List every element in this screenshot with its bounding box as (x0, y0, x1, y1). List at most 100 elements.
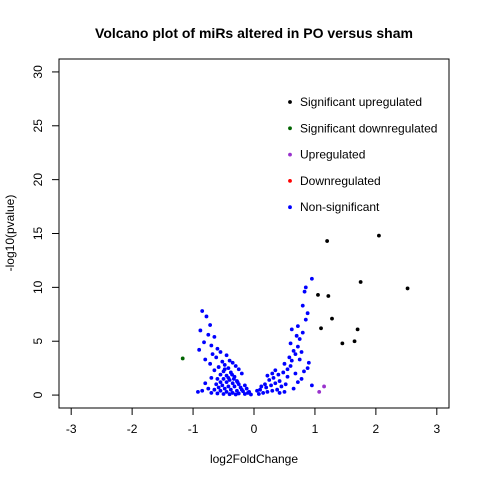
data-point (206, 332, 211, 337)
legend: Significant upregulated Significant downr… (288, 95, 437, 214)
y-tick-label: 30 (31, 65, 45, 79)
data-point (288, 364, 293, 368)
data-point (309, 383, 314, 388)
data-point (258, 387, 262, 392)
data-point (291, 349, 296, 353)
data-point (212, 368, 217, 373)
data-point (293, 371, 298, 376)
data-point (319, 326, 323, 331)
data-point (216, 385, 221, 390)
x-tick-label: 3 (433, 422, 440, 436)
data-point (226, 375, 231, 380)
legend-label: Significant upregulated (300, 95, 422, 109)
data-point (214, 382, 219, 387)
data-point (294, 333, 299, 338)
data-point (203, 381, 208, 386)
data-point (303, 317, 308, 322)
data-point (282, 361, 287, 366)
data-point (259, 384, 264, 389)
data-point (265, 389, 270, 394)
data-point (287, 355, 292, 360)
data-point (227, 392, 232, 397)
data-point (263, 382, 267, 387)
data-point (224, 389, 229, 394)
data-point (270, 371, 275, 376)
legend-marker (288, 100, 292, 104)
legend-label: Significant downregulated (300, 121, 437, 135)
data-point (196, 389, 200, 394)
data-points (180, 233, 410, 397)
x-axis: -3 -2 -1 0 1 2 3 (66, 408, 440, 436)
y-tick-label: 5 (31, 338, 45, 345)
data-point (210, 352, 215, 357)
data-point (235, 388, 239, 393)
data-point (218, 388, 223, 393)
data-point (276, 372, 281, 377)
data-point (222, 363, 227, 367)
data-point (228, 387, 233, 392)
data-point (282, 389, 287, 394)
data-point (204, 314, 209, 319)
data-point (264, 385, 269, 390)
data-point (222, 367, 227, 372)
data-point (220, 359, 225, 364)
data-point (295, 324, 300, 329)
x-tick-label: -3 (66, 422, 77, 436)
data-point (220, 383, 225, 388)
data-point (305, 311, 310, 316)
data-point (216, 365, 221, 369)
data-point (233, 392, 238, 397)
data-point (242, 383, 247, 388)
data-point (295, 380, 300, 385)
data-point (239, 371, 244, 376)
data-point (279, 384, 284, 389)
legend-label: Downregulated (300, 174, 381, 188)
data-point (302, 289, 307, 294)
data-point (230, 391, 235, 395)
data-point (305, 366, 310, 371)
data-point (256, 392, 261, 396)
data-point (273, 381, 278, 386)
y-tick-label: 10 (31, 280, 45, 294)
data-point (227, 358, 232, 363)
data-point (233, 364, 238, 368)
data-point (261, 391, 266, 395)
data-point (244, 386, 249, 391)
data-point (340, 341, 345, 346)
data-point (200, 309, 205, 313)
data-point (275, 387, 280, 392)
legend-marker (288, 126, 292, 131)
x-tick-label: 2 (373, 422, 380, 436)
data-point (322, 384, 326, 389)
data-point (218, 372, 223, 377)
data-point (209, 343, 214, 348)
data-point (358, 280, 363, 284)
data-point (239, 387, 244, 392)
y-tick-label: 15 (31, 227, 45, 241)
data-point (255, 388, 259, 393)
data-point (306, 360, 311, 365)
data-point (197, 347, 202, 352)
x-axis-label: log2FoldChange (210, 452, 298, 466)
data-point (326, 294, 331, 298)
data-point (325, 239, 330, 243)
data-point (198, 328, 203, 333)
data-point (230, 381, 235, 386)
data-point (230, 360, 235, 365)
data-point (317, 389, 322, 394)
data-point (222, 386, 227, 391)
x-tick-label: -1 (188, 422, 199, 436)
data-point (221, 392, 226, 396)
data-point (224, 353, 229, 358)
legend-marker (288, 179, 292, 183)
legend-label: Upregulated (300, 148, 365, 162)
data-point (300, 303, 305, 308)
data-point (377, 233, 381, 238)
data-point (209, 375, 214, 380)
data-point (230, 372, 234, 377)
data-point (352, 339, 357, 344)
data-point (293, 352, 298, 357)
data-point (212, 387, 217, 392)
data-point (200, 388, 205, 393)
y-axis-label: -log10(pvalue) (3, 195, 17, 272)
